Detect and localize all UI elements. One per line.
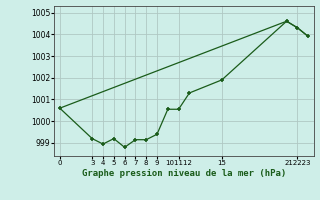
X-axis label: Graphe pression niveau de la mer (hPa): Graphe pression niveau de la mer (hPa) [82, 169, 286, 178]
